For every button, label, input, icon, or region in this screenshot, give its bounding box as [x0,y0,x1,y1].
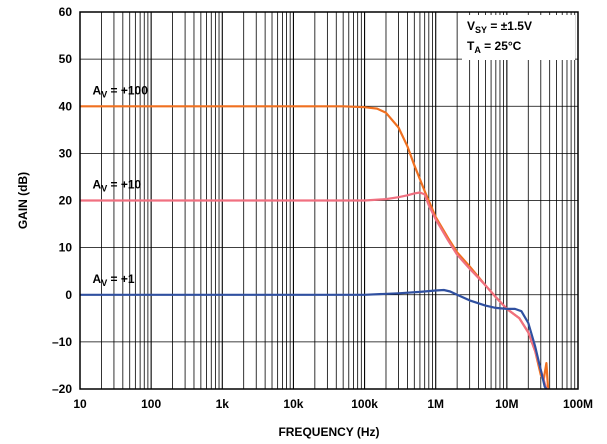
x-tick-label: 10M [495,397,518,411]
y-tick-label: –20 [52,382,72,396]
x-tick-label: 100 [141,397,161,411]
tick-labels: 10 100 1k 10k 100k 1M 10M 100M –20 –10 0 10 20 30 40 50… [52,5,593,411]
series-label-subscript: V [101,89,107,99]
series-label-3: AV = +1 [93,272,135,288]
series-label-symbol: A [93,83,102,97]
series-line-3 [80,288,548,390]
condition-supply: VSY = ±1.5V [467,19,532,35]
series-line-2 [80,191,549,390]
series-label-2: AV = +10 [93,178,142,194]
y-tick-label: 40 [59,99,73,113]
condition-temperature-value: = 25°C [481,39,522,53]
y-tick-label: 50 [59,52,73,66]
series-label-symbol: A [93,272,102,286]
x-axis-title: FREQUENCY (Hz) [278,425,379,439]
series-label-subscript: V [101,278,107,288]
x-tick-label: 1M [427,397,444,411]
y-tick-label: 60 [59,5,73,19]
series-label-symbol: A [93,178,102,192]
series-label-1: AV = +100 [93,83,149,99]
series-label-subscript: V [101,184,107,194]
x-tick-label: 10k [283,397,303,411]
condition-supply-symbol: V [467,19,475,33]
plot-frame [79,11,579,390]
x-tick-label: 100k [351,397,378,411]
condition-temperature-subscript: A [474,45,481,55]
series-label-value: = +10 [107,178,141,192]
conditions-background [462,15,575,60]
y-tick-label: 20 [59,194,73,208]
series-lines [80,105,550,390]
y-tick-label: 10 [59,241,73,255]
y-tick-label: 0 [65,288,72,302]
y-tick-label: 30 [59,146,73,160]
series-label-value: = +100 [107,83,148,97]
x-tick-label: 100M [563,397,593,411]
condition-temperature: TA = 25°C [467,39,522,55]
conditions-box: VSY = ±1.5V TA = 25°C [462,15,575,60]
series-label-value: = +1 [107,272,135,286]
condition-supply-subscript: SY [475,25,487,35]
condition-supply-value: = ±1.5V [487,19,532,33]
y-axis-title: GAIN (dB) [16,172,30,229]
x-tick-label: 1k [216,397,230,411]
x-tick-label: 10 [73,397,87,411]
y-tick-label: –10 [52,335,72,349]
condition-temperature-symbol: T [467,39,475,53]
